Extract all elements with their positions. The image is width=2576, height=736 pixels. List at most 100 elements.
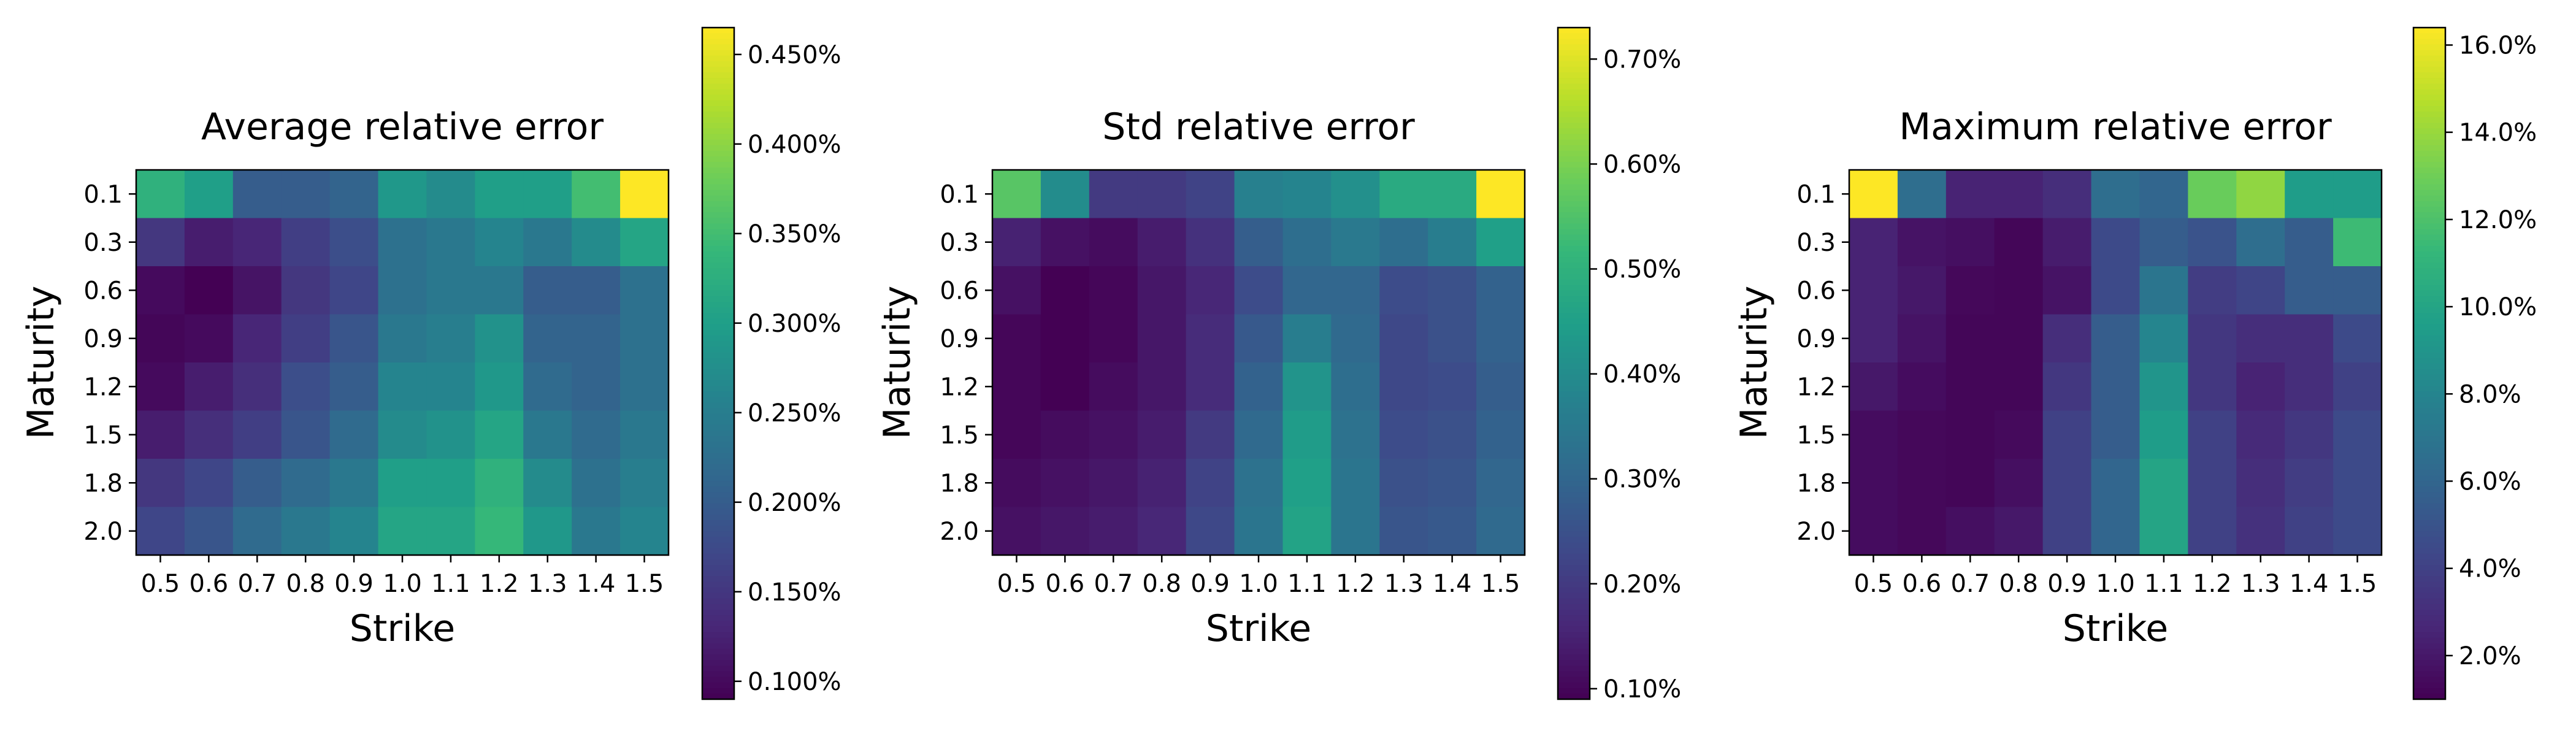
colorbar-segment xyxy=(2413,156,2445,163)
y-tick-label: 0.9 xyxy=(1796,325,1836,353)
heatmap-cell xyxy=(1379,218,1428,267)
x-tick-label: 0.6 xyxy=(190,570,229,598)
colorbar-segment xyxy=(702,44,734,51)
heatmap-cell xyxy=(1186,507,1235,556)
heatmap-cell xyxy=(426,266,475,315)
heatmap-cell xyxy=(1040,410,1090,459)
colorbar-segment xyxy=(2413,486,2445,493)
heatmap-cell xyxy=(475,314,524,363)
heatmap-cell xyxy=(184,410,234,459)
colorbar-segment xyxy=(2413,581,2445,588)
colorbar-segment xyxy=(2413,660,2445,666)
colorbar-segment xyxy=(2413,94,2445,101)
colorbar-segment xyxy=(702,347,734,353)
heatmap-cell xyxy=(2333,507,2382,556)
heatmap-cell xyxy=(378,266,427,315)
x-tick-label: 0.8 xyxy=(1142,570,1181,598)
colorbar-segment xyxy=(1558,134,1590,140)
colorbar-segment xyxy=(2413,313,2445,320)
heatmap-cell xyxy=(992,507,1041,556)
heatmap-cell xyxy=(378,362,427,412)
colorbar-segment xyxy=(702,391,734,397)
colorbar-segment xyxy=(2413,302,2445,308)
heatmap-cell xyxy=(1186,459,1235,508)
colorbar-segment xyxy=(702,178,734,185)
colorbar-segment xyxy=(1558,408,1590,415)
heatmap-cell xyxy=(2139,507,2188,556)
colorbar-segment xyxy=(1558,28,1590,34)
x-tick-label: 0.9 xyxy=(2047,570,2087,598)
colorbar-segment xyxy=(702,50,734,56)
colorbar-segment xyxy=(702,621,734,627)
heatmap-cell xyxy=(136,170,185,219)
colorbar-segment xyxy=(2413,598,2445,605)
heatmap-cell xyxy=(992,314,1041,363)
colorbar-segment xyxy=(1558,497,1590,504)
y-axis-label: Maturity xyxy=(876,286,919,439)
colorbar-segment xyxy=(2413,542,2445,549)
heatmap-cell xyxy=(523,266,572,315)
colorbar-segment xyxy=(2413,190,2445,196)
heatmap-cell xyxy=(2042,410,2092,459)
colorbar-segment xyxy=(2413,408,2445,415)
colorbar-segment xyxy=(1558,123,1590,129)
colorbar-segment xyxy=(702,453,734,459)
colorbar-segment xyxy=(2413,419,2445,426)
colorbar-segment xyxy=(2413,139,2445,146)
heatmap-cell xyxy=(992,170,1041,219)
colorbar-segment xyxy=(2413,173,2445,179)
heatmap-cell xyxy=(2188,459,2237,508)
colorbar-segment xyxy=(2413,431,2445,437)
x-axis-label: Strike xyxy=(1206,607,1311,650)
colorbar-tick-label: 0.30% xyxy=(1603,466,1681,494)
colorbar-segment xyxy=(2413,391,2445,397)
heatmap-cell xyxy=(426,459,475,508)
colorbar-segment xyxy=(2413,615,2445,621)
heatmap-cell xyxy=(1476,507,1525,556)
colorbar-segment xyxy=(2413,665,2445,672)
colorbar-segment xyxy=(2413,50,2445,56)
heatmap-cell xyxy=(1849,218,1898,267)
x-tick-label: 1.3 xyxy=(2241,570,2280,598)
colorbar-segment xyxy=(702,335,734,342)
heatmap-cell xyxy=(1282,362,1332,412)
heatmap-cell xyxy=(1945,459,1995,508)
colorbar-segment xyxy=(1558,66,1590,73)
heatmap-cell xyxy=(475,410,524,459)
heatmap-cell xyxy=(232,218,282,267)
heatmap-cell xyxy=(2333,314,2382,363)
colorbar-segment xyxy=(702,145,734,151)
heatmap-cell xyxy=(572,507,621,556)
heatmap-cell xyxy=(281,314,331,363)
colorbar-segment xyxy=(1558,632,1590,638)
heatmap-cell xyxy=(2188,362,2237,412)
panel-title: Average relative error xyxy=(201,105,604,148)
heatmap-cell xyxy=(523,218,572,267)
colorbar-segment xyxy=(2413,218,2445,224)
colorbar-segment xyxy=(2413,648,2445,655)
colorbar-segment xyxy=(702,33,734,39)
colorbar-segment xyxy=(2413,229,2445,236)
colorbar-segment xyxy=(702,548,734,554)
heatmap-cell xyxy=(1331,459,1380,508)
colorbar-segment xyxy=(2413,268,2445,275)
colorbar-segment xyxy=(1558,587,1590,594)
colorbar-segment xyxy=(702,83,734,90)
heatmap-cell xyxy=(1476,314,1525,363)
colorbar-segment xyxy=(702,39,734,45)
colorbar-segment xyxy=(702,531,734,537)
colorbar-segment xyxy=(2413,520,2445,526)
colorbar-segment xyxy=(1558,386,1590,392)
colorbar-segment xyxy=(702,190,734,196)
heatmap-cell xyxy=(2333,459,2382,508)
colorbar-segment xyxy=(1558,173,1590,179)
y-tick-label: 0.6 xyxy=(83,277,123,305)
heatmap-cell xyxy=(2042,507,2092,556)
colorbar-segment xyxy=(1558,128,1590,134)
heatmap-cell xyxy=(1428,362,1477,412)
heatmap-cell xyxy=(2236,218,2285,267)
colorbar-segment xyxy=(2413,240,2445,247)
x-tick-label: 1.3 xyxy=(528,570,567,598)
colorbar-segment xyxy=(2413,358,2445,364)
heatmap-cell xyxy=(2139,170,2188,219)
